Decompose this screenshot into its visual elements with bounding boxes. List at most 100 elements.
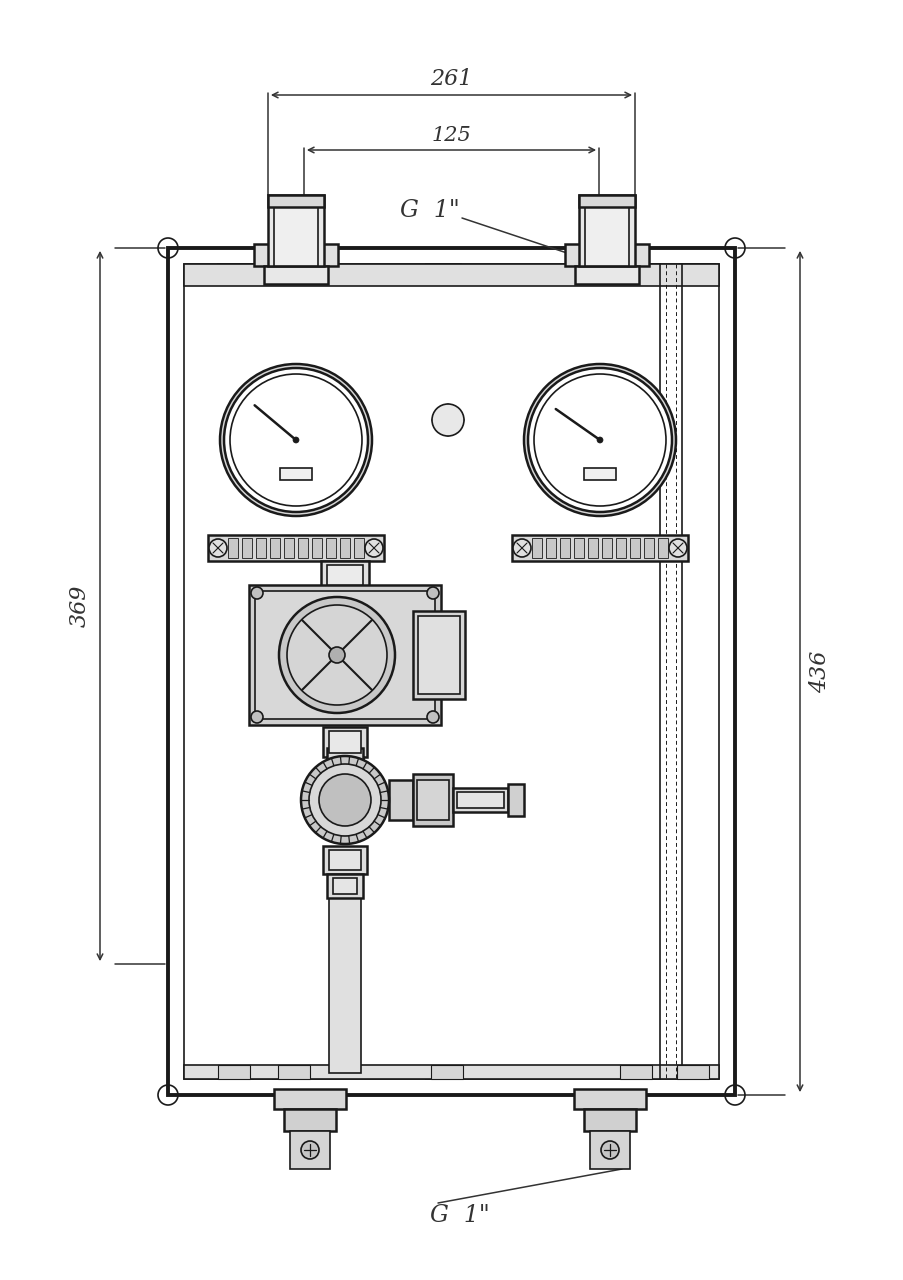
Bar [425, 264, 461, 276]
Circle shape [279, 596, 395, 713]
Bar [457, 792, 504, 808]
Bar [256, 538, 265, 558]
Circle shape [512, 539, 530, 557]
Bar [643, 538, 653, 558]
Bar [624, 1068, 659, 1079]
Bar [330, 762, 358, 773]
Bar [184, 264, 718, 1079]
Bar [284, 1108, 336, 1132]
Bar [601, 538, 611, 558]
Bar [284, 538, 293, 558]
Bar [413, 611, 464, 699]
Bar [590, 1132, 629, 1169]
Bar [583, 468, 615, 480]
Bar [218, 1065, 250, 1079]
Bar [248, 585, 441, 724]
Bar [330, 748, 358, 777]
Bar [270, 538, 280, 558]
Bar [264, 266, 328, 284]
Circle shape [365, 539, 383, 557]
Bar [218, 1068, 253, 1079]
Bar [587, 538, 598, 558]
Bar [679, 1068, 714, 1079]
Bar [168, 248, 734, 1094]
Bar [298, 538, 308, 558]
Bar [573, 538, 583, 558]
Circle shape [219, 364, 372, 516]
Circle shape [527, 369, 671, 512]
Bar [624, 264, 659, 276]
Circle shape [301, 756, 388, 844]
Bar [321, 561, 368, 589]
Bar [413, 774, 452, 826]
Bar [676, 1065, 708, 1079]
Bar [340, 538, 349, 558]
Circle shape [209, 539, 227, 557]
Bar [425, 1068, 461, 1079]
Bar [452, 788, 507, 812]
Bar [619, 1065, 651, 1079]
Circle shape [524, 364, 675, 516]
Bar [327, 564, 363, 585]
Bar [332, 878, 357, 893]
Bar [329, 850, 360, 870]
Bar [327, 874, 363, 899]
Text: 369: 369 [69, 585, 91, 627]
Circle shape [301, 1140, 319, 1158]
Circle shape [596, 436, 602, 443]
Circle shape [293, 436, 299, 443]
Bar [274, 200, 318, 266]
Circle shape [426, 588, 439, 599]
Bar [388, 780, 413, 820]
Bar [578, 195, 634, 207]
Text: 436: 436 [808, 650, 830, 692]
Bar [354, 538, 364, 558]
Bar [255, 591, 434, 719]
Bar [507, 783, 524, 817]
Bar [280, 468, 312, 480]
Circle shape [224, 369, 368, 512]
Bar [267, 195, 323, 266]
Text: G  1": G 1" [399, 198, 460, 221]
Bar [273, 1068, 308, 1079]
Text: 125: 125 [431, 125, 470, 145]
Bar [629, 538, 639, 558]
Circle shape [286, 605, 386, 705]
Circle shape [319, 774, 370, 826]
Circle shape [600, 1140, 619, 1158]
Circle shape [251, 710, 263, 723]
Bar [679, 264, 714, 276]
Bar [312, 538, 321, 558]
Circle shape [432, 404, 463, 436]
Bar [326, 538, 336, 558]
Bar [545, 538, 555, 558]
Bar [218, 264, 253, 276]
Circle shape [251, 588, 263, 599]
Bar [332, 762, 357, 772]
Bar [416, 780, 449, 820]
Bar [267, 195, 323, 207]
Bar [564, 244, 648, 266]
Bar [431, 1065, 462, 1079]
Bar [329, 731, 360, 753]
Bar [290, 1132, 330, 1169]
Bar [325, 582, 365, 589]
Bar [322, 727, 367, 756]
Bar [657, 538, 667, 558]
Bar [228, 538, 237, 558]
Bar [327, 756, 363, 777]
Bar [574, 266, 638, 284]
Bar [242, 538, 252, 558]
Bar [274, 1089, 346, 1108]
Bar [184, 264, 718, 285]
Bar [573, 1089, 646, 1108]
Bar [584, 200, 628, 266]
Circle shape [426, 710, 439, 723]
Bar [559, 538, 570, 558]
Text: 261: 261 [430, 68, 472, 90]
Bar [511, 535, 687, 561]
Circle shape [668, 539, 686, 557]
Bar [329, 899, 360, 1073]
Bar [184, 1065, 718, 1079]
Bar [322, 846, 367, 874]
